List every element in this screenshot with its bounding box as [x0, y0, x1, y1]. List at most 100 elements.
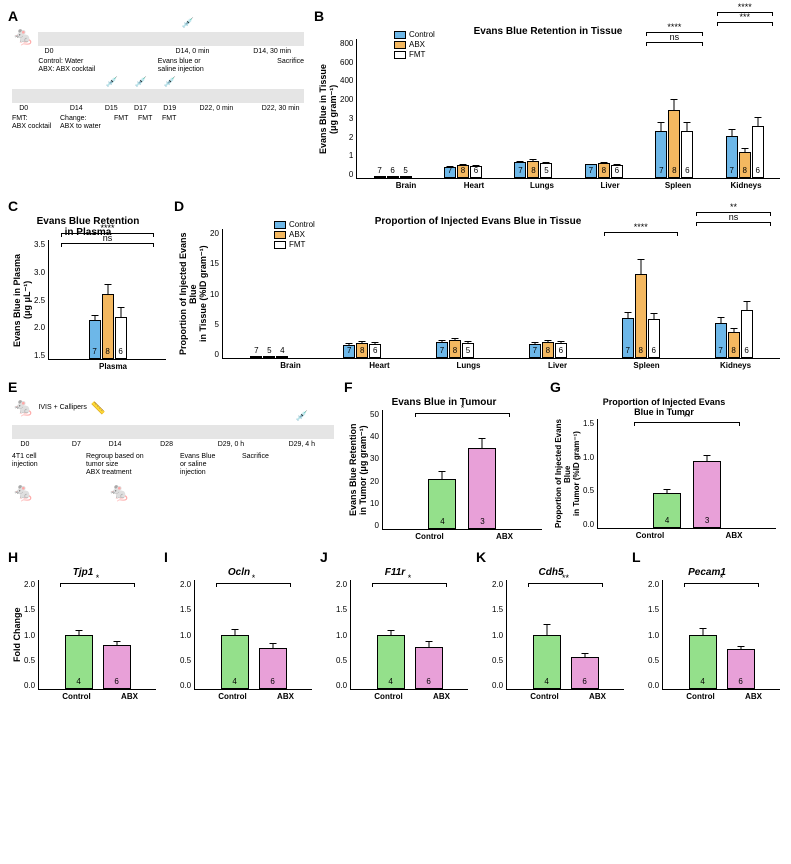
panel-d-categories: BrainHeartLungsLiverSpleenKidneys: [246, 361, 780, 370]
bar-abx: 8: [542, 342, 554, 358]
bar-n: 6: [474, 166, 478, 175]
bar-group: 46: [351, 580, 468, 689]
panel-a-label: A: [8, 8, 18, 25]
panel-k: KCdh5 2.01.51.00.50.046**ControlABX: [476, 549, 626, 703]
bar-n: 6: [685, 166, 689, 175]
panel-label: I: [164, 549, 168, 565]
annot: Sacrifice: [242, 453, 269, 478]
tick: D28: [160, 441, 173, 449]
category-labels: ControlABX: [674, 692, 780, 701]
bar-fmt: 4: [276, 356, 288, 358]
panel-d: D Proportion of Injected Evans Blue in T…: [174, 198, 782, 372]
syringe-icon: 💉: [135, 77, 147, 89]
y-axis-label: [166, 580, 180, 690]
bar-n: 7: [440, 346, 444, 355]
bar-n: 6: [118, 347, 122, 356]
bars-region: 46*: [194, 580, 312, 690]
category-label: Liver: [513, 361, 602, 370]
bar-group: 786: [501, 229, 594, 358]
tick: D0: [45, 48, 54, 56]
bar-n: 6: [559, 346, 563, 355]
significance-marker: ****: [61, 224, 155, 237]
panel-h: HTjp1Fold Change2.01.51.00.50.046*Contro…: [8, 549, 158, 703]
bars-region: 46**: [506, 580, 624, 690]
bar-abx: 8: [728, 332, 740, 358]
tick: D7: [72, 441, 81, 449]
timeline-top: D0 D14, 0 min D14, 30 min 💉: [38, 32, 304, 46]
bar-control: 7: [343, 345, 355, 358]
panel-f-bars: 43*: [382, 410, 542, 530]
row-1: A 🐁 D0 D14, 0 min D14, 30 min 💉 Control:…: [8, 8, 783, 192]
panel-e-label: E: [8, 379, 17, 396]
bar-group: 786: [569, 39, 639, 178]
category-label: Heart: [335, 361, 424, 370]
bar-fmt: 6: [555, 343, 567, 358]
tick: D14: [109, 441, 122, 449]
bar-control: 7: [529, 344, 541, 358]
annot: Sacrifice: [277, 58, 304, 75]
mouse-icon: 🐁: [108, 482, 130, 504]
figure-root: A 🐁 D0 D14, 0 min D14, 30 min 💉 Control:…: [8, 8, 783, 703]
bar-abx: 6: [415, 647, 443, 690]
syringe-icon: 💉: [182, 18, 194, 30]
panel-a-bottom-schematic: D0 D14 D15 D17 D19 D22, 0 min D22, 30 mi…: [12, 89, 304, 132]
bar-group: 785: [409, 229, 502, 358]
tick: D14, 30 min: [253, 48, 291, 56]
bar-n: 6: [426, 677, 430, 686]
bar-n: 4: [544, 677, 548, 686]
tick: D0: [19, 105, 28, 113]
tick: D22, 0 min: [199, 105, 233, 113]
bottom-annotations: FMT: ABX cocktail Change: ABX to water F…: [12, 115, 304, 132]
significance-marker: *: [372, 574, 447, 587]
bar-n: 6: [270, 677, 274, 686]
y-axis-label: Fold Change: [10, 580, 24, 690]
bar-n: 6: [744, 346, 748, 355]
bar-control: 7: [250, 356, 262, 358]
panel-f-categories: ControlABX: [392, 532, 542, 541]
panel-g-label: G: [550, 379, 561, 395]
bar-group: 43: [598, 419, 776, 528]
annot: FMT: [114, 115, 134, 132]
bar-group: 786: [687, 229, 780, 358]
significance-marker: *: [216, 574, 291, 587]
bar-n: 8: [731, 346, 735, 355]
bar-n: 8: [461, 166, 465, 175]
bar-group: 786: [594, 229, 687, 358]
annot: FMT: [138, 115, 158, 132]
bar-group: 46: [195, 580, 312, 689]
category-label: Heart: [440, 181, 508, 190]
bar-control: 7: [436, 342, 448, 358]
significance-marker: *: [60, 574, 135, 587]
bar-n: 7: [254, 346, 258, 355]
panel-d-label: D: [174, 198, 184, 214]
panel-c: C Evans Blue Retention in Plasma Evans B…: [8, 198, 168, 373]
bar-n: 7: [533, 346, 537, 355]
category-label: Brain: [246, 361, 335, 370]
bar-abx: 8: [527, 161, 539, 178]
bar-n: 6: [756, 166, 760, 175]
panel-c-bars: 786ns****: [48, 240, 166, 360]
bar-n: 8: [602, 166, 606, 175]
bar-n: 8: [638, 346, 642, 355]
bar-n: 7: [92, 347, 96, 356]
category-labels: ControlABX: [206, 692, 312, 701]
legend-swatch-control: [274, 221, 286, 229]
significance-marker: ****: [604, 223, 678, 236]
y-ticks: 2.01.51.00.50.0: [648, 580, 662, 690]
bars-region: 46*: [350, 580, 468, 690]
bar-abx: 8: [668, 110, 680, 178]
bar-control: 4: [221, 635, 249, 690]
category-label: Lungs: [424, 361, 513, 370]
panel-b-yticks: 8006004002003210: [340, 39, 356, 179]
row-3: E 🐁 IVIS + Callipers 📏 D0 D7 D14 D28 D29…: [8, 379, 783, 543]
panel-i: IOcln 2.01.51.00.50.046*ControlABX: [164, 549, 314, 703]
annot: FMT: ABX cocktail: [12, 115, 56, 132]
panel-d-ylabel: Proportion of Injected Evans Blue in Tis…: [176, 229, 210, 359]
category-label: Control: [392, 532, 467, 541]
panel-label: L: [632, 549, 641, 565]
significance-marker: ****: [717, 3, 773, 16]
bar-n: 7: [377, 166, 381, 175]
bar-control: 4: [65, 635, 93, 690]
panel-g-ylabel: Proportion of Injected Evans Blue in Tum…: [552, 419, 583, 529]
panel-b-label: B: [314, 8, 324, 24]
